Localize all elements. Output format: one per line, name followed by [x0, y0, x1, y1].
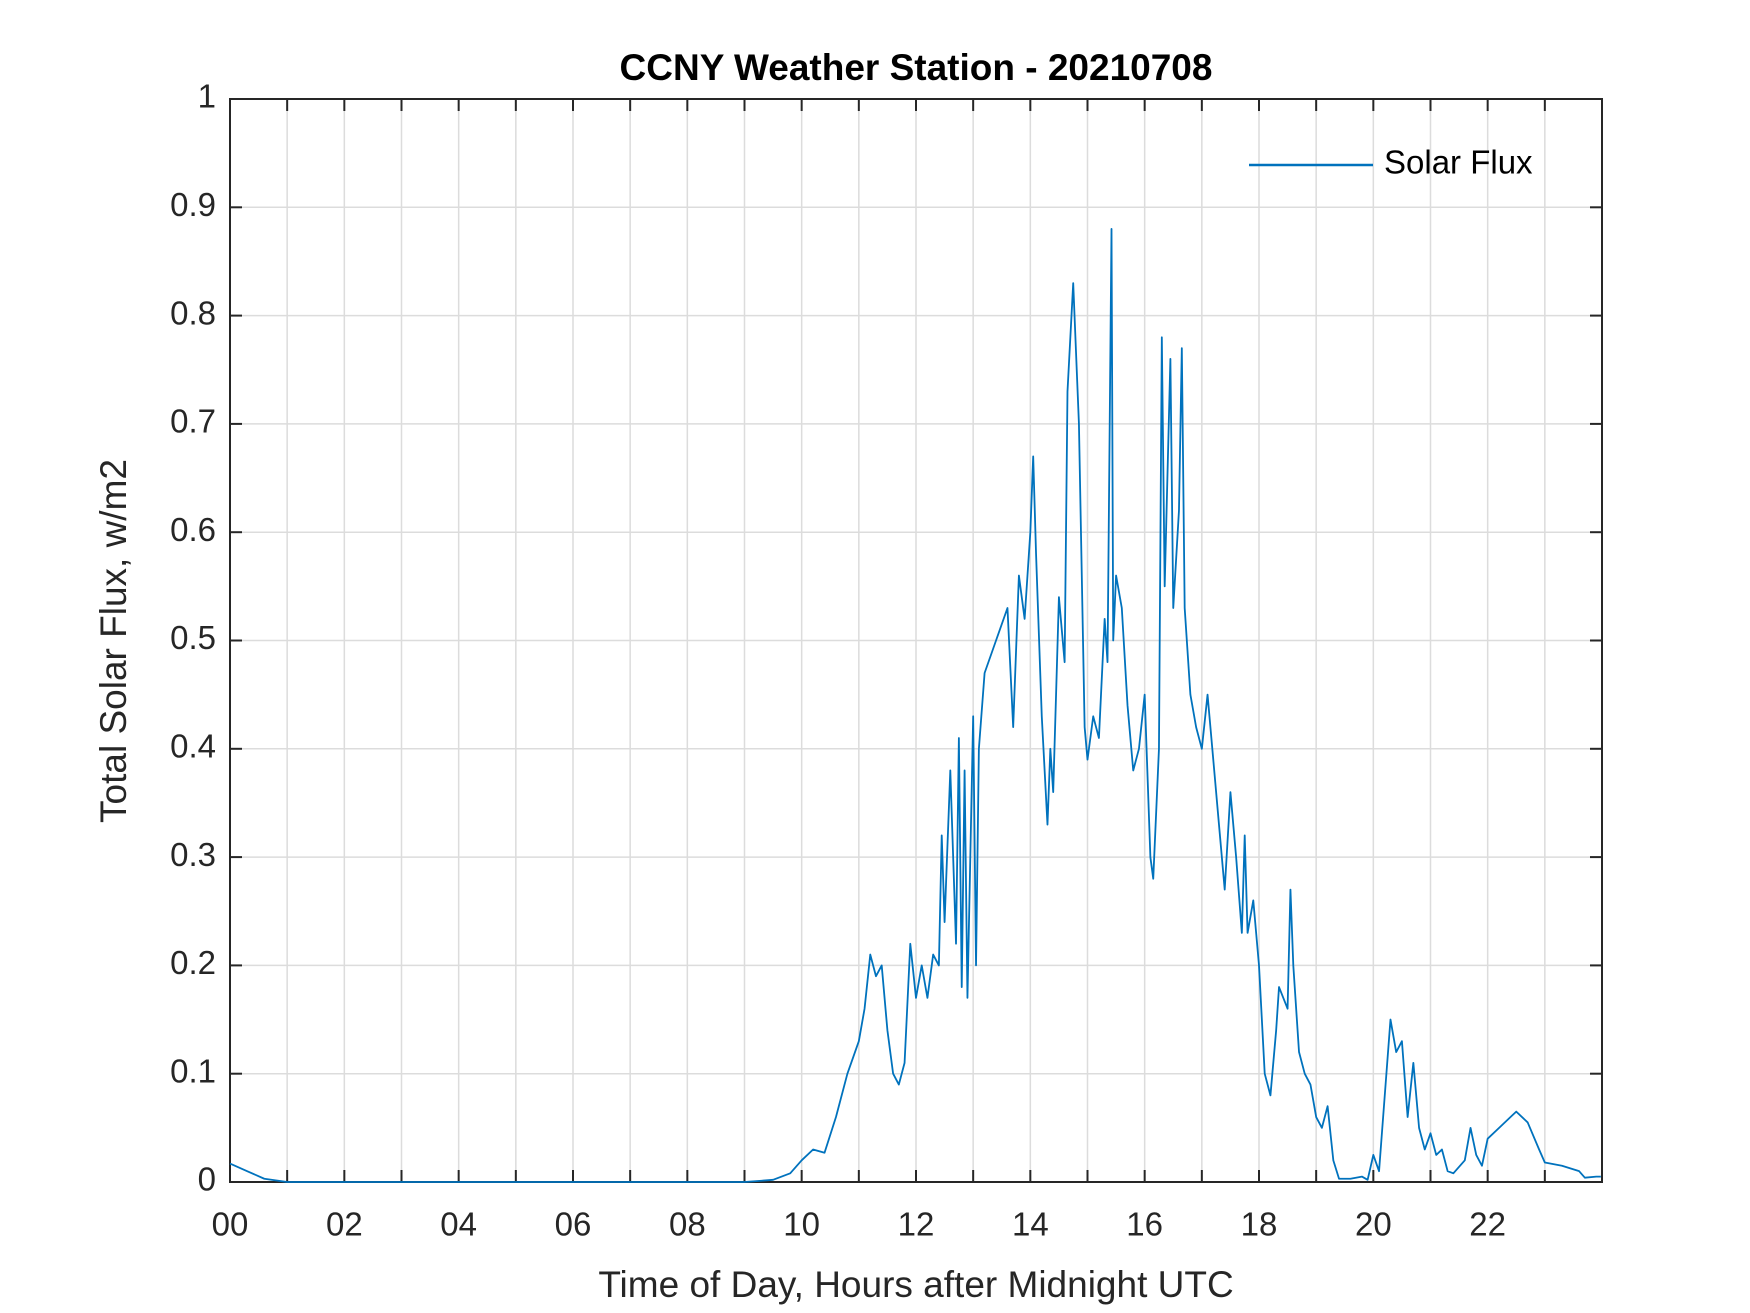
x-tick-label: 00: [212, 1206, 249, 1243]
y-tick-label: 0.1: [170, 1052, 216, 1089]
y-tick-label: 0.8: [170, 294, 216, 331]
x-tick-label: 08: [669, 1206, 706, 1243]
x-tick-label: 12: [898, 1206, 935, 1243]
data-line: [229, 228, 1601, 1183]
x-tick-label: 20: [1355, 1206, 1392, 1243]
x-tick-label: 18: [1241, 1206, 1278, 1243]
y-tick-label: 0.4: [170, 728, 216, 765]
y-tick-label: 0.7: [170, 403, 216, 440]
y-tick-label: 0.9: [170, 186, 216, 223]
x-tick-label: 14: [1012, 1206, 1049, 1243]
y-tick-label: 0.3: [170, 836, 216, 873]
x-tick-label: 04: [440, 1206, 477, 1243]
legend-label: Solar Flux: [1384, 144, 1533, 181]
x-axis-label: Time of Day, Hours after Midnight UTC: [598, 1264, 1233, 1305]
chart-title: CCNY Weather Station - 20210708: [620, 47, 1213, 88]
x-tick-label: 02: [326, 1206, 363, 1243]
x-tick-label: 22: [1469, 1206, 1506, 1243]
y-tick-label: 0.6: [170, 511, 216, 548]
y-tick-label: 0.2: [170, 944, 216, 981]
y-tick-label: 1: [198, 78, 216, 115]
x-tick-label: 16: [1126, 1206, 1163, 1243]
plot-frame: [229, 98, 1603, 1183]
x-tick-label: 10: [783, 1206, 820, 1243]
y-tick-label: 0: [198, 1161, 216, 1198]
x-tick-label: 06: [555, 1206, 592, 1243]
y-axis-label: Total Solar Flux, w/m2: [93, 459, 134, 823]
y-tick-label: 0.5: [170, 619, 216, 656]
